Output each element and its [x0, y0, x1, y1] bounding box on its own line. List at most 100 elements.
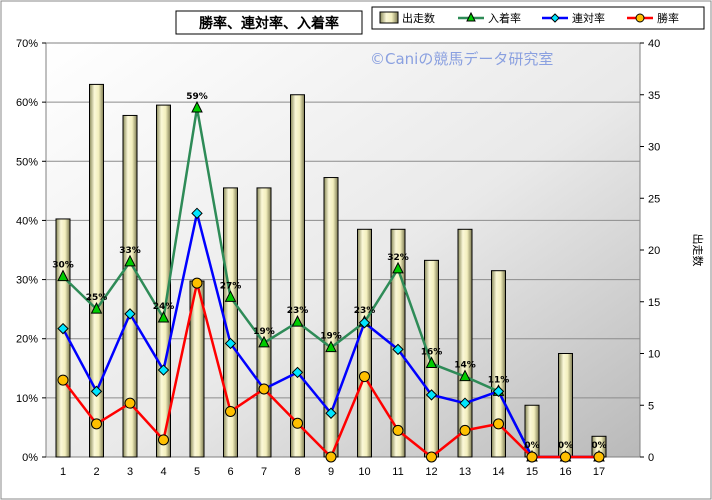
data-label-1: 30% [52, 261, 74, 271]
marker-入着率-13 [459, 369, 471, 382]
marker-連対率-10 [358, 317, 371, 329]
x-tick-label: 16 [559, 466, 571, 478]
y-left-tick-label: 40% [16, 215, 38, 227]
x-tick-label: 3 [127, 466, 133, 478]
data-label-6: 27% [220, 281, 242, 291]
x-tick-label: 7 [261, 466, 267, 478]
y-right-tick-label: 40 [648, 38, 660, 50]
y-right-tick-label: 35 [648, 90, 660, 102]
marker-勝率-11 [392, 424, 404, 436]
x-tick-label: 14 [492, 466, 504, 478]
marker-入着率-5 [191, 100, 203, 113]
data-label-5: 59% [186, 92, 208, 102]
data-label-15: 0% [524, 441, 539, 451]
legend-label: 勝率 [657, 11, 679, 25]
marker-連対率-11 [392, 343, 404, 356]
marker-連対率-3 [124, 308, 136, 320]
plot-area [45, 42, 641, 458]
y-left-tick-label: 0% [22, 452, 38, 464]
x-tick-label: 2 [93, 466, 99, 478]
bar-7 [256, 187, 272, 458]
y-right-tick-label: 5 [648, 400, 654, 412]
marker-勝率-8 [292, 417, 303, 429]
data-label-7: 19% [253, 327, 275, 337]
title-box: 勝率、連対率、入着率 [175, 10, 363, 35]
marker-勝率-4 [158, 434, 169, 446]
x-tick-label: 11 [392, 466, 403, 478]
x-tick-label: 17 [593, 466, 605, 478]
marker-入着率-4 [157, 310, 170, 323]
y2-axis-label: 出走数 [691, 234, 705, 267]
x-tick-label: 4 [160, 466, 166, 478]
legend-marker-入着率 [466, 11, 476, 22]
marker-勝率-17 [593, 451, 605, 463]
x-tick-label: 13 [459, 466, 471, 478]
data-label-9: 19% [320, 332, 342, 342]
data-label-4: 24% [153, 302, 175, 312]
marker-入着率-9 [325, 340, 337, 353]
legend-box [371, 6, 705, 30]
marker-連対率-8 [291, 366, 304, 379]
marker-連対率-1 [57, 322, 69, 335]
watermark: ©Caniの競馬データ研究室 [370, 50, 553, 68]
x-tick-label: 12 [425, 466, 437, 478]
marker-勝率-15 [526, 451, 538, 463]
marker-入着率-6 [224, 290, 237, 302]
marker-勝率-16 [560, 451, 571, 463]
x-tick-label: 6 [227, 466, 233, 478]
bar-14 [491, 270, 506, 458]
marker-勝率-10 [359, 371, 370, 383]
x-tick-label: 5 [194, 466, 200, 478]
bar-2 [89, 83, 104, 458]
marker-勝率-3 [124, 397, 136, 409]
marker-勝率-1 [57, 374, 69, 386]
y-left-tick-label: 30% [16, 275, 38, 287]
marker-入着率-8 [291, 315, 304, 327]
markers-layer [57, 100, 605, 463]
legend: 出走数 入着率 連対率 勝率 [371, 6, 705, 30]
y-right-tick-label: 0 [648, 452, 654, 464]
marker-勝率-5 [191, 277, 203, 289]
y-right-tick-label: 20 [648, 245, 660, 257]
legend-label: 連対率 [572, 11, 605, 25]
legend-marker-連対率 [550, 13, 560, 23]
bar-8 [290, 94, 305, 458]
bar-10 [357, 228, 372, 458]
data-label-17: 0% [591, 441, 606, 451]
y-left-tick-label: 20% [16, 334, 38, 346]
x-tick-label: 1 [60, 466, 66, 478]
marker-入着率-7 [258, 335, 270, 348]
data-label-16: 0% [558, 441, 573, 451]
marker-勝率-6 [225, 405, 236, 417]
marker-勝率-14 [493, 418, 504, 430]
data-label-3: 33% [119, 246, 141, 256]
marker-勝率-7 [258, 383, 270, 395]
data-label-13: 14% [454, 361, 476, 371]
marker-連対率-4 [157, 364, 170, 376]
marker-入着率-2 [90, 302, 103, 314]
x-tick-label: 8 [294, 466, 300, 478]
axis-layer: 0%10%20%30%40%50%60%70%05101520253035401… [16, 38, 660, 478]
marker-連対率-13 [459, 397, 471, 409]
marker-入着率-1 [57, 269, 69, 282]
legend-label: 出走数 [402, 11, 435, 25]
marker-連対率-12 [425, 389, 438, 401]
marker-入着率-12 [425, 356, 438, 369]
data-label-2: 25% [86, 293, 108, 303]
data-label-10: 23% [354, 306, 376, 316]
y-right-tick-label: 15 [648, 297, 660, 309]
x-tick-label: 15 [526, 466, 538, 478]
y-right-tick-label: 10 [648, 349, 660, 361]
marker-連対率-5 [191, 207, 203, 220]
marker-勝率-9 [325, 451, 337, 463]
marker-勝率-2 [91, 418, 102, 430]
marker-入着率-3 [124, 254, 136, 267]
marker-勝率-13 [459, 424, 471, 436]
data-label-14: 11% [488, 375, 510, 385]
data-label-8: 23% [287, 306, 309, 316]
y-left-tick-label: 10% [16, 393, 38, 405]
marker-入着率-11 [392, 261, 404, 274]
